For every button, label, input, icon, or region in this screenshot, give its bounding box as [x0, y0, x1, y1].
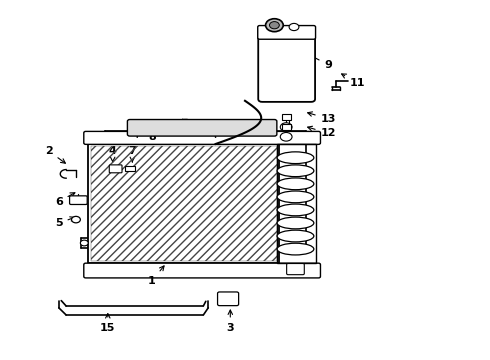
FancyBboxPatch shape — [258, 26, 316, 39]
Text: 6: 6 — [55, 193, 75, 207]
Text: 9: 9 — [297, 49, 332, 70]
Ellipse shape — [277, 152, 314, 163]
Text: 10: 10 — [267, 29, 282, 59]
Ellipse shape — [277, 165, 314, 177]
Circle shape — [280, 123, 292, 131]
Text: 11: 11 — [342, 74, 366, 88]
Bar — [282, 114, 291, 120]
Bar — [125, 166, 135, 171]
Bar — [91, 146, 277, 261]
Ellipse shape — [277, 243, 314, 255]
Bar — [277, 144, 316, 263]
Circle shape — [280, 132, 292, 141]
Ellipse shape — [277, 230, 314, 242]
Text: 15: 15 — [100, 314, 116, 333]
FancyBboxPatch shape — [84, 263, 320, 278]
Text: 12: 12 — [308, 126, 336, 138]
FancyBboxPatch shape — [109, 165, 122, 173]
Text: 14: 14 — [182, 119, 204, 131]
Bar — [88, 144, 279, 263]
FancyBboxPatch shape — [218, 292, 239, 306]
Ellipse shape — [277, 178, 314, 190]
Text: 1: 1 — [148, 266, 164, 286]
Circle shape — [72, 216, 80, 223]
Text: 7: 7 — [128, 146, 136, 162]
FancyBboxPatch shape — [84, 131, 320, 144]
Ellipse shape — [277, 204, 314, 216]
Text: 2: 2 — [45, 146, 65, 163]
FancyBboxPatch shape — [287, 264, 304, 275]
Text: 5: 5 — [55, 217, 74, 228]
Text: 8: 8 — [148, 123, 156, 142]
Ellipse shape — [277, 191, 314, 203]
Text: 3: 3 — [226, 310, 234, 333]
Circle shape — [270, 22, 279, 29]
FancyBboxPatch shape — [127, 120, 277, 136]
Text: 13: 13 — [308, 112, 336, 124]
FancyBboxPatch shape — [258, 26, 315, 102]
Bar — [282, 124, 291, 130]
FancyBboxPatch shape — [70, 196, 87, 204]
Ellipse shape — [277, 217, 314, 229]
Circle shape — [80, 240, 88, 246]
Circle shape — [289, 23, 299, 31]
Circle shape — [266, 19, 283, 32]
Text: 4: 4 — [109, 146, 117, 162]
